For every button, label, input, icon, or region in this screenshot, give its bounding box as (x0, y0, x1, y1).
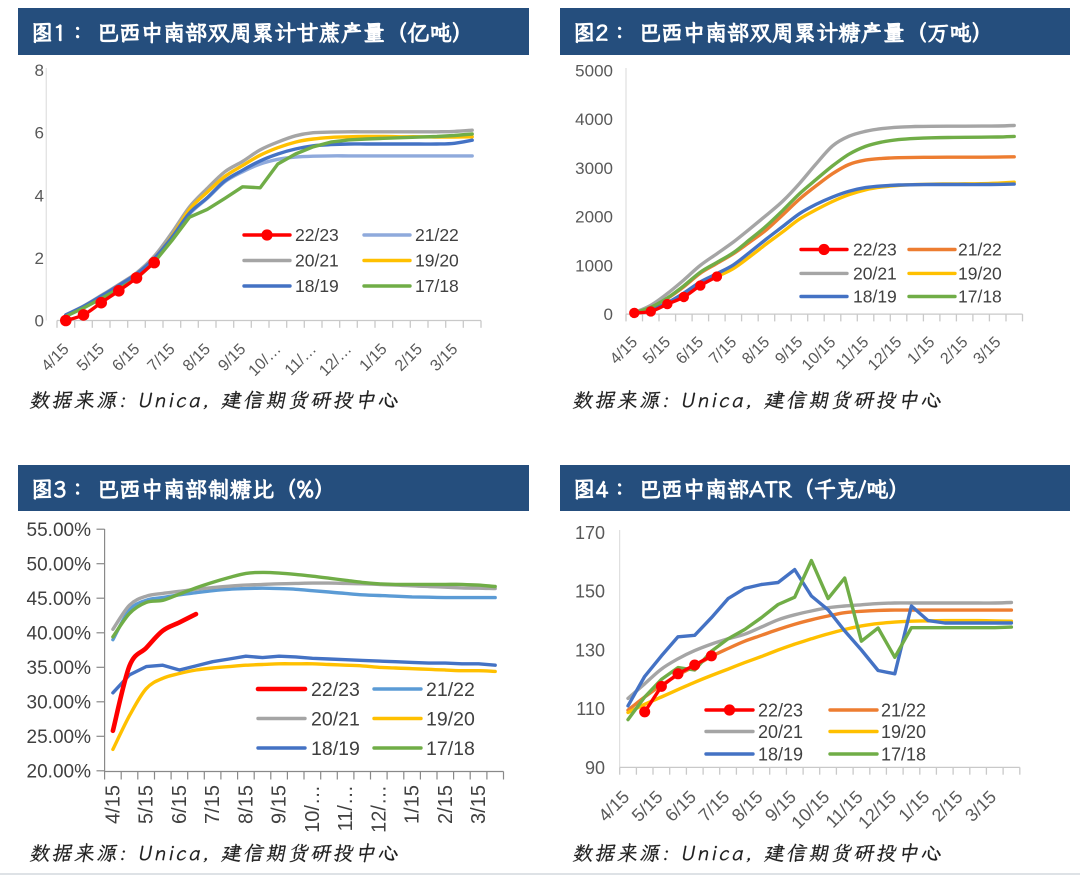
svg-text:21/22: 21/22 (881, 700, 926, 720)
svg-text:130: 130 (575, 640, 605, 660)
svg-text:35.00%: 35.00% (27, 658, 92, 679)
svg-text:19/20: 19/20 (415, 251, 459, 271)
svg-text:8: 8 (35, 61, 44, 80)
svg-text:2000: 2000 (575, 208, 613, 227)
svg-text:5000: 5000 (575, 61, 613, 80)
svg-text:18/19: 18/19 (853, 287, 897, 307)
svg-text:150: 150 (575, 582, 605, 602)
svg-text:5/15: 5/15 (136, 785, 158, 824)
svg-text:19/20: 19/20 (426, 708, 475, 730)
svg-text:17/18: 17/18 (415, 276, 459, 296)
svg-text:6: 6 (35, 124, 44, 143)
svg-text:20/21: 20/21 (853, 264, 897, 284)
svg-text:1000: 1000 (575, 256, 613, 275)
svg-text:17/18: 17/18 (426, 738, 475, 760)
svg-text:10/…: 10/… (302, 785, 324, 833)
svg-text:22/23: 22/23 (853, 240, 897, 260)
svg-text:19/20: 19/20 (881, 722, 926, 742)
svg-text:19/20: 19/20 (958, 264, 1002, 284)
svg-text:30.00%: 30.00% (27, 693, 92, 714)
svg-text:11/…: 11/… (335, 785, 357, 831)
svg-text:17/18: 17/18 (958, 287, 1002, 307)
svg-text:25.00%: 25.00% (27, 727, 92, 748)
svg-text:110: 110 (576, 699, 605, 719)
svg-text:18/19: 18/19 (311, 738, 360, 760)
svg-text:55.00%: 55.00% (27, 520, 92, 541)
svg-text:21/22: 21/22 (958, 240, 1002, 260)
svg-text:170: 170 (575, 523, 605, 543)
svg-text:21/22: 21/22 (415, 225, 459, 245)
svg-text:0: 0 (604, 305, 613, 324)
svg-text:45.00%: 45.00% (27, 589, 92, 610)
svg-text:20/21: 20/21 (758, 722, 803, 742)
svg-text:0: 0 (35, 312, 44, 331)
svg-text:12/…: 12/… (368, 785, 390, 833)
svg-text:50.00%: 50.00% (27, 555, 92, 576)
svg-text:4: 4 (35, 186, 44, 205)
svg-text:18/19: 18/19 (295, 276, 339, 296)
svg-text:18/19: 18/19 (758, 744, 803, 764)
svg-text:40.00%: 40.00% (27, 624, 92, 645)
svg-text:17/18: 17/18 (881, 744, 926, 764)
svg-text:3000: 3000 (575, 159, 613, 178)
svg-text:20.00%: 20.00% (27, 762, 92, 783)
svg-text:8/15: 8/15 (235, 785, 257, 824)
svg-text:2: 2 (35, 249, 44, 268)
svg-text:1/15: 1/15 (402, 785, 424, 824)
svg-text:22/23: 22/23 (758, 700, 803, 720)
svg-text:3/15: 3/15 (468, 785, 490, 824)
svg-text:2/15: 2/15 (435, 785, 457, 824)
svg-text:90: 90 (585, 758, 605, 778)
svg-text:4/15: 4/15 (102, 785, 124, 824)
svg-text:9/15: 9/15 (269, 785, 291, 824)
svg-text:22/23: 22/23 (311, 679, 360, 701)
svg-text:20/21: 20/21 (311, 708, 360, 730)
svg-text:4000: 4000 (575, 110, 613, 129)
svg-text:22/23: 22/23 (295, 225, 339, 245)
svg-text:20/21: 20/21 (295, 251, 339, 271)
svg-text:7/15: 7/15 (202, 785, 224, 824)
svg-text:6/15: 6/15 (169, 785, 191, 824)
svg-text:21/22: 21/22 (426, 679, 475, 701)
